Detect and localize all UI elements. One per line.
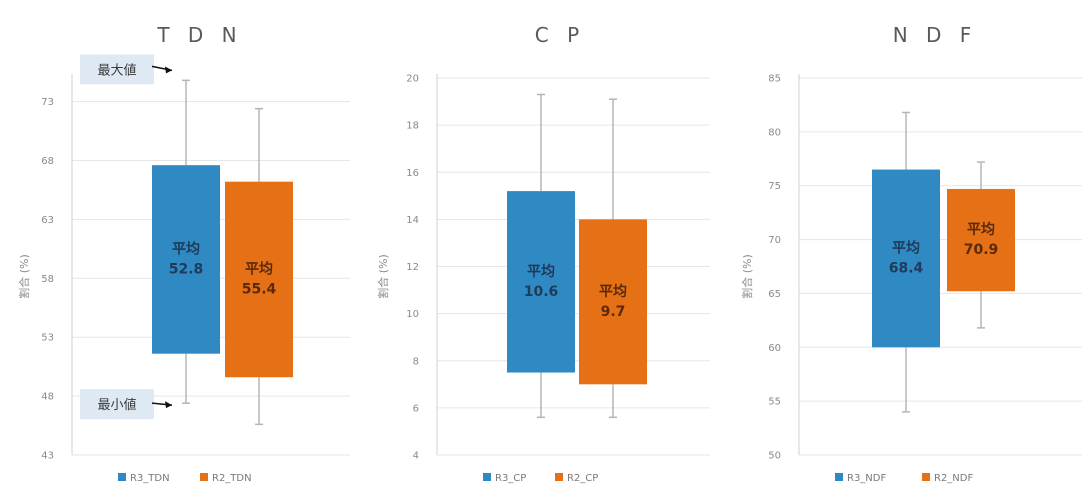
box-r2-tdn: 平均 55.4 <box>225 107 293 426</box>
mean-label: 平均 <box>527 263 555 280</box>
mean-value: 55.4 <box>242 281 277 297</box>
mean-value: 9.7 <box>601 304 626 320</box>
chart-panel-ndf: N D F 50 55 60 65 70 75 80 85 割合 (%) 平均 68.4 平均 70.9 R… <box>727 0 1090 502</box>
y-tick-label: 8 <box>413 356 419 367</box>
y-tick-label: 58 <box>41 274 54 285</box>
min-callout-box <box>80 389 154 420</box>
y-tick-label: 10 <box>406 309 419 320</box>
mean-label: 平均 <box>892 239 920 256</box>
chart-panel-tdn: T D N 43 48 53 58 63 68 73 割合 (%) 平均 52.8 平均 55.4 最大値… <box>0 0 365 502</box>
box-rect <box>872 169 940 348</box>
y-tick-label: 14 <box>406 215 419 226</box>
y-tick-label: 80 <box>768 127 781 138</box>
legend-entry: R3_TDN <box>130 473 170 484</box>
y-axis-label: 割合 (%) <box>376 254 390 299</box>
y-tick-label: 63 <box>41 215 54 226</box>
max-callout-box <box>80 54 154 85</box>
chart-title: T D N <box>156 23 242 47</box>
y-tick-label: 48 <box>41 392 54 403</box>
mean-value: 52.8 <box>169 261 204 277</box>
y-tick-label: 12 <box>406 262 419 273</box>
box-rect <box>152 165 220 354</box>
y-tick-label: 6 <box>413 403 419 414</box>
y-axis-label: 割合 (%) <box>17 254 31 299</box>
box-r3-tdn: 平均 52.8 <box>152 79 220 404</box>
legend-entry: R2_CP <box>567 473 598 484</box>
y-tick-label: 18 <box>406 121 419 132</box>
y-tick-label: 4 <box>413 451 419 462</box>
y-tick-label: 50 <box>768 451 781 462</box>
box-rect <box>579 219 647 385</box>
chart-title: C P <box>535 23 585 47</box>
y-tick-label: 75 <box>768 181 781 192</box>
legend-entry: R3_CP <box>495 473 526 484</box>
chart-title: N D F <box>893 23 978 47</box>
legend-entry: R2_TDN <box>212 473 252 484</box>
y-tick-label: 16 <box>406 168 419 179</box>
y-tick-label: 68 <box>41 156 54 167</box>
box-r2-cp: 平均 9.7 <box>579 98 647 419</box>
mean-label: 平均 <box>172 240 200 257</box>
legend-swatch <box>555 473 563 481</box>
box-rect <box>507 191 575 373</box>
y-tick-label: 70 <box>768 235 781 246</box>
y-tick-label: 65 <box>768 289 781 300</box>
mean-label: 平均 <box>599 283 627 300</box>
box-r3-ndf: 平均 68.4 <box>872 111 940 413</box>
box-r3-cp: 平均 10.6 <box>507 93 575 419</box>
legend-swatch <box>483 473 491 481</box>
y-tick-label: 20 <box>406 74 419 85</box>
box-r2-ndf: 平均 70.9 <box>947 161 1015 329</box>
box-rect <box>225 181 293 378</box>
mean-value: 10.6 <box>524 284 559 300</box>
y-tick-label: 60 <box>768 343 781 354</box>
legend-entry: R2_NDF <box>934 473 973 484</box>
legend-swatch <box>835 473 843 481</box>
y-axis-label: 割合 (%) <box>740 254 754 299</box>
y-tick-label: 55 <box>768 397 781 408</box>
callout-arrow-head <box>165 401 172 409</box>
mean-label: 平均 <box>245 260 273 277</box>
chart-ndf: N D F 50 55 60 65 70 75 80 85 割合 (%) 平均 68.4 平均 70.9 R… <box>740 23 1082 484</box>
y-tick-label: 43 <box>41 451 54 462</box>
legend-swatch <box>200 473 208 481</box>
box-rect <box>947 188 1015 292</box>
min-callout-text: 最小値 <box>97 397 136 413</box>
y-tick-label: 73 <box>41 97 54 108</box>
legend-entry: R3_NDF <box>847 473 886 484</box>
y-tick-label: 53 <box>41 333 54 344</box>
callout-arrow-head <box>165 66 172 74</box>
mean-value: 68.4 <box>889 260 924 276</box>
y-tick-label: 85 <box>768 74 781 85</box>
chart-cp: C P 4 6 8 10 12 14 16 18 20 割合 (%) 平均 10.6 平均 9.7 R3_CP… <box>376 23 710 484</box>
legend-swatch <box>922 473 930 481</box>
chart-panel-cp: C P 4 6 8 10 12 14 16 18 20 割合 (%) 平均 10.6 平均 9.7 R3_CP… <box>365 0 727 502</box>
max-callout-text: 最大値 <box>97 62 136 78</box>
mean-label: 平均 <box>967 221 995 238</box>
legend-swatch <box>118 473 126 481</box>
mean-value: 70.9 <box>964 242 999 258</box>
chart-tdn: T D N 43 48 53 58 63 68 73 割合 (%) 平均 52.8 平均 55.4 最大値… <box>17 23 350 484</box>
